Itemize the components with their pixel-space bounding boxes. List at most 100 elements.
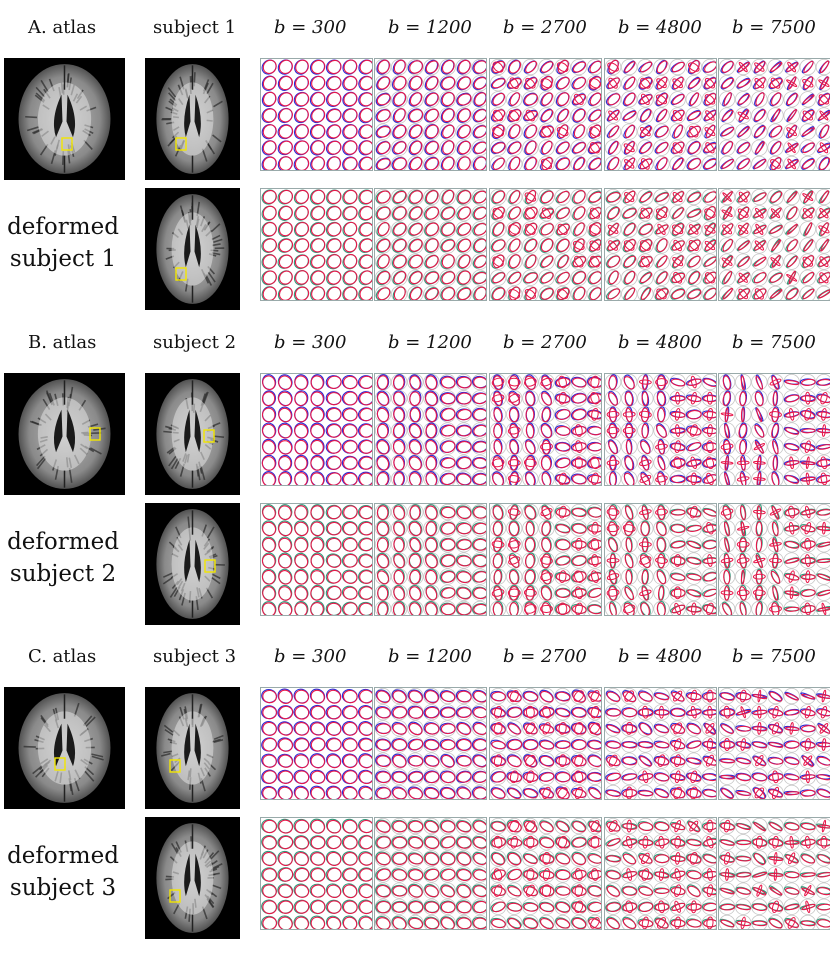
odf-ring [701, 752, 716, 769]
odf-glyph-atlas [557, 92, 570, 106]
odf-ring [506, 139, 523, 156]
odf-glyph-crossing [491, 588, 505, 597]
odf-glyph-crossing [655, 94, 668, 105]
odf-glyph-atlas [507, 691, 522, 703]
odf-glyph-crossing [704, 77, 716, 89]
odf-ring [653, 107, 670, 124]
odf-ring [701, 406, 716, 423]
atlas-svg [18, 379, 111, 489]
odf-glyph-crossing [591, 868, 599, 881]
odf-ring [375, 818, 392, 835]
odf-glyph-atlas [310, 439, 324, 455]
odf-glyph-crossing [688, 240, 699, 251]
odf-ring [685, 422, 702, 439]
odf-glyph-atlas [539, 724, 555, 734]
odf-glyph-atlas [572, 571, 587, 583]
odf-glyph-atlas [278, 423, 292, 439]
odf-glyph-atlas [739, 439, 747, 455]
odf-glyph-atlas [769, 887, 783, 896]
odf-glyph-atlas [739, 391, 747, 407]
odf-ring [719, 536, 736, 553]
odf-glyph-atlas [703, 411, 716, 419]
odf-glyph-crossing [525, 223, 536, 235]
odf-glyph-subject [586, 771, 601, 782]
odf-glyph-atlas [457, 522, 472, 535]
odf-ring [407, 720, 424, 737]
odf-glyph-atlas [524, 77, 538, 89]
odf-ring [685, 237, 702, 254]
odf-ring [685, 736, 702, 753]
odf-glyph-atlas [588, 426, 601, 436]
odf-ring [621, 253, 638, 270]
odf-glyph-atlas [654, 838, 670, 847]
odf-glyph-crossing [787, 142, 796, 154]
odf-ring [815, 688, 830, 705]
odf-glyph-atlas [720, 774, 735, 780]
odf-glyph-atlas [311, 238, 326, 253]
odf-glyph-atlas [640, 109, 652, 122]
odf-glyph-atlas [327, 156, 342, 170]
odf-ring [554, 818, 571, 835]
odf-glyph-atlas [541, 140, 553, 155]
odf-glyph-crossing [526, 770, 535, 784]
odf-glyph-atlas [574, 238, 585, 252]
odf-glyph-atlas [622, 823, 638, 830]
odf-glyph-atlas [262, 721, 277, 736]
odf-ring [751, 390, 768, 407]
odf-ring [423, 75, 440, 92]
odf-ring [506, 59, 523, 76]
odf-glyph-atlas [770, 289, 783, 299]
odf-glyph-atlas [326, 602, 342, 615]
odf-glyph-atlas [817, 838, 830, 847]
odf-glyph-atlas [817, 428, 830, 434]
odf-glyph-crossing [674, 819, 681, 833]
odf-glyph-atlas [409, 391, 421, 407]
odf-ring [407, 139, 424, 156]
odf-glyph-subject [818, 60, 830, 74]
ventricle-right [66, 94, 76, 138]
odf-panel-deformed [260, 817, 373, 930]
odf-glyph-atlas [541, 602, 552, 615]
odf-glyph-atlas [723, 553, 730, 569]
odf-glyph-atlas [817, 709, 830, 717]
odf-ring [570, 914, 587, 929]
odf-glyph-crossing [542, 722, 551, 735]
odf-glyph-crossing [493, 835, 503, 849]
odf-glyph-atlas [588, 918, 601, 929]
odf-glyph-atlas [641, 537, 649, 553]
odf-glyph-atlas [392, 852, 408, 865]
odf-glyph-crossing [508, 556, 521, 565]
odf-glyph-atlas [768, 838, 784, 847]
odf-glyph-atlas [556, 141, 570, 154]
odf-ring [506, 390, 523, 407]
odf-glyph-atlas [262, 786, 277, 799]
odf-glyph-crossing [820, 835, 828, 849]
odf-glyph-atlas [441, 76, 456, 90]
odf-glyph-atlas [326, 900, 342, 914]
odf-glyph-atlas [377, 76, 391, 90]
odf-glyph-crossing [737, 111, 749, 120]
odf-glyph-atlas [656, 537, 666, 553]
odf-glyph-atlas [624, 554, 634, 569]
odf-ring [538, 237, 555, 254]
odf-glyph-atlas [801, 443, 816, 452]
odf-glyph-atlas [722, 255, 733, 268]
odf-glyph-atlas [572, 852, 586, 866]
odf-glyph-atlas [817, 143, 830, 153]
odf-glyph-crossing [672, 191, 683, 203]
odf-ring [767, 850, 784, 867]
odf-ring [701, 600, 716, 615]
b-value-header: b = 2700 [503, 17, 587, 38]
odf-glyph-crossing [590, 375, 600, 389]
odf-glyph-atlas [377, 271, 391, 285]
odf-glyph-crossing [739, 689, 747, 703]
odf-glyph-crossing [770, 159, 781, 169]
odf-glyph-atlas [768, 872, 784, 877]
odf-ring [423, 139, 440, 156]
odf-ring [799, 520, 816, 537]
odf-glyph-atlas [655, 224, 669, 235]
odf-glyph-atlas [311, 254, 326, 269]
odf-ring [637, 866, 654, 883]
odf-glyph-atlas [326, 884, 342, 898]
odf-glyph-atlas [376, 505, 389, 521]
